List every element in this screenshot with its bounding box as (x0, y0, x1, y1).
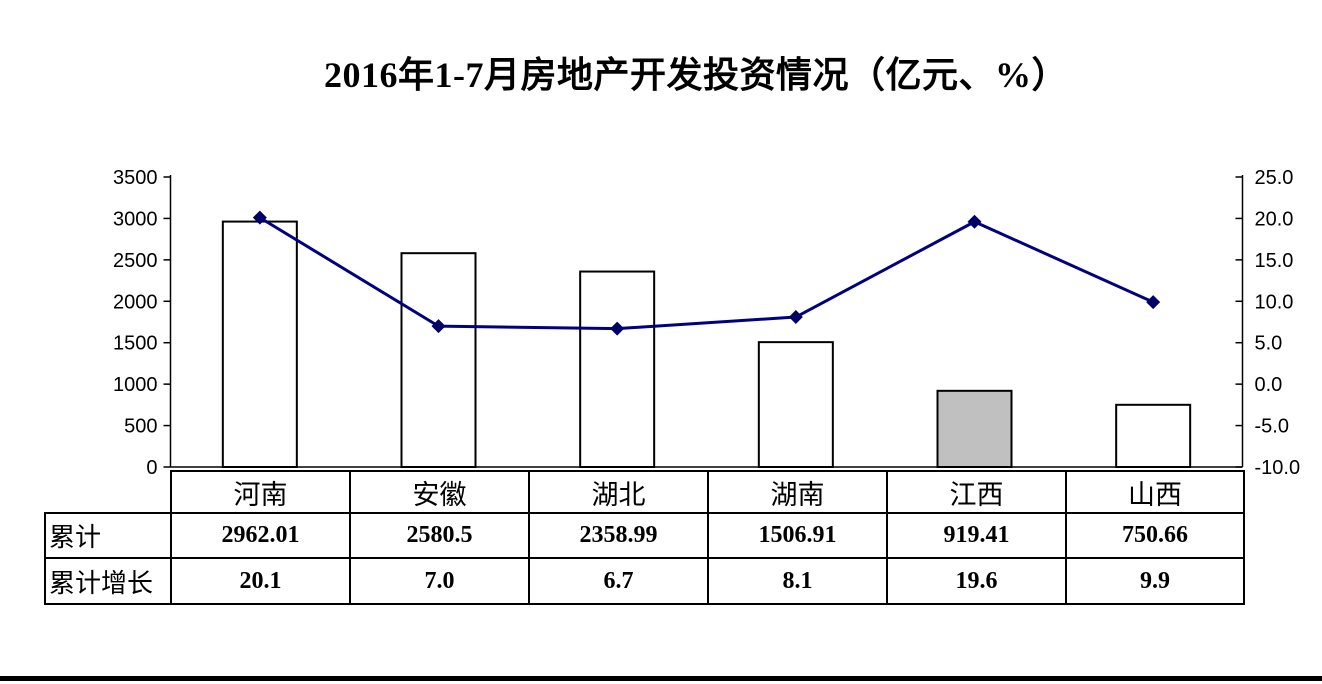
table-header-row: 河南 安徽 湖北 湖南 江西 山西 (45, 470, 1245, 514)
line-marker-湖南 (788, 310, 803, 325)
value-cell: 6.7 (528, 557, 709, 605)
right-axis-tick-label: 5.0 (1255, 333, 1283, 355)
left-axis-tick-label: 500 (124, 416, 157, 438)
category-header-cell: 安徽 (349, 470, 530, 514)
category-header-cell: 江西 (886, 470, 1067, 514)
value-cell: 8.1 (707, 557, 888, 605)
value-cell: 7.0 (349, 557, 530, 605)
chart-title: 2016年1-7月房地产开发投资情况（亿元、%） (324, 55, 1068, 95)
trend-line (259, 216, 1154, 331)
line-marker-湖北 (610, 321, 625, 336)
bottom-rule (0, 676, 1322, 681)
row-label-cell: 累计增长 (44, 557, 172, 605)
bar-湖北 (579, 270, 656, 468)
table-row: 累计 2962.01 2580.5 2358.99 1506.91 919.41 750.6… (44, 512, 1245, 559)
right-axis-tick-label: 15.0 (1255, 250, 1294, 272)
left-axis-tick-label: 3000 (113, 208, 158, 230)
left-axis-tick-label: 0 (146, 457, 157, 479)
right-axis-tick-label: 0.0 (1255, 374, 1283, 396)
category-header-cell: 湖南 (707, 470, 888, 514)
line-marker-河南 (252, 210, 267, 225)
value-cell: 19.6 (886, 557, 1067, 605)
value-cell: 1506.91 (707, 512, 888, 559)
bar-山西 (1115, 403, 1192, 469)
value-cell: 9.9 (1065, 557, 1245, 605)
left-axis-tick-label: 2000 (113, 291, 158, 313)
bar-安徽 (400, 252, 477, 468)
left-axis-tick-label: 1000 (113, 374, 158, 396)
category-header-cell: 山西 (1065, 470, 1245, 514)
line-marker-江西 (967, 214, 982, 229)
table-row: 累计增长 20.1 7.0 6.7 8.1 19.6 9.9 (44, 557, 1245, 605)
bar-湖南 (757, 341, 834, 469)
line-marker-安徽 (431, 319, 446, 334)
left-axis-tick-label: 3500 (113, 167, 158, 189)
category-header-cell: 湖北 (528, 470, 709, 514)
left-axis-tick-label: 1500 (113, 333, 158, 355)
value-cell: 2580.5 (349, 512, 530, 559)
value-cell: 20.1 (170, 557, 351, 605)
right-axis-tick-label: 20.0 (1255, 208, 1294, 230)
value-cell: 2962.01 (170, 512, 351, 559)
value-cell: 2358.99 (528, 512, 709, 559)
row-label-cell: 累计 (44, 512, 172, 559)
table-corner-blank (45, 471, 171, 513)
right-axis-tick-label: -10.0 (1255, 457, 1301, 479)
bar-江西 (936, 389, 1013, 468)
data-table: 河南 安徽 湖北 湖南 江西 山西 累计 2962.01 2580.5 2358.99 1506.9… (44, 470, 1245, 605)
right-axis-tick-label: 25.0 (1255, 167, 1294, 189)
value-cell: 750.66 (1065, 512, 1245, 559)
line-marker-山西 (1146, 295, 1161, 310)
bar-河南 (221, 220, 298, 468)
left-axis-tick-label: 2500 (113, 250, 158, 272)
right-axis-tick-label: 10.0 (1255, 291, 1294, 313)
category-header-cell: 河南 (170, 470, 351, 514)
data-table-body: 河南 安徽 湖北 湖南 江西 山西 累计 2962.01 2580.5 2358.99 1506.9… (44, 470, 1245, 605)
right-axis-tick-label: -5.0 (1255, 416, 1289, 438)
value-cell: 919.41 (886, 512, 1067, 559)
